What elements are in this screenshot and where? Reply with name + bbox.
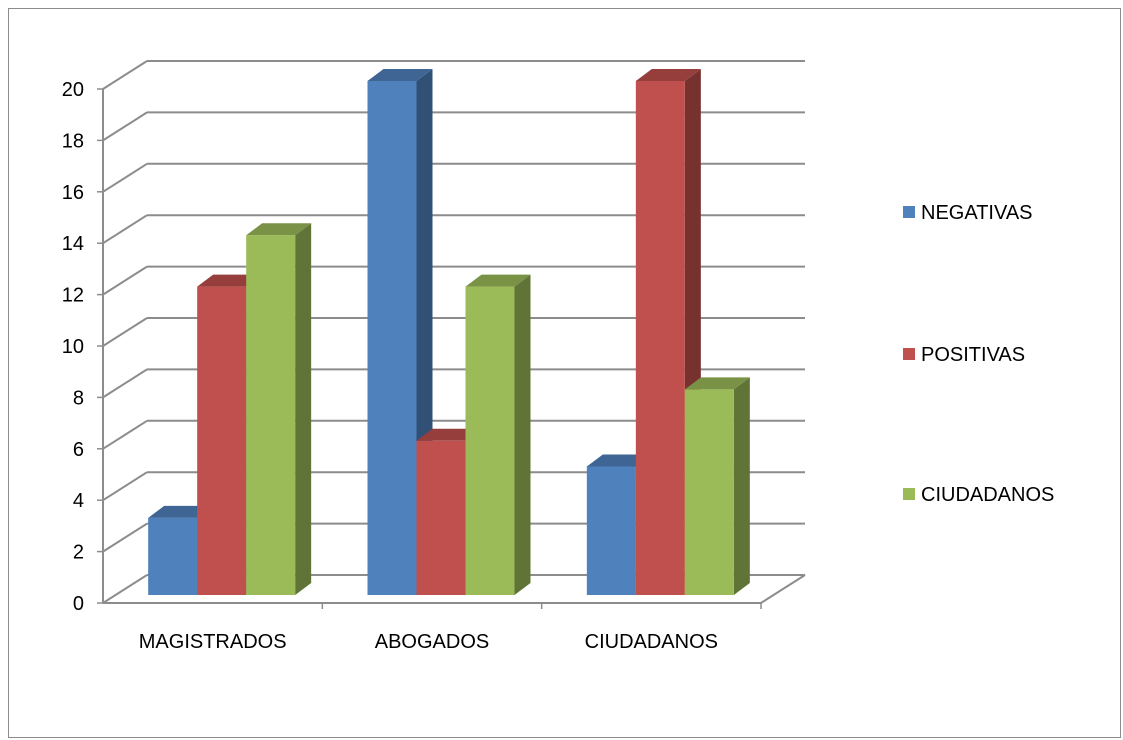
gridline-diagonal xyxy=(102,522,148,553)
legend-swatch xyxy=(903,206,915,218)
gridline-diagonal xyxy=(102,368,148,399)
y-tick-label: 12 xyxy=(62,285,84,307)
y-tick-label: 16 xyxy=(62,182,84,204)
legend: NEGATIVAS POSITIVAS CIUDADANOS xyxy=(903,202,1054,506)
legend-swatch xyxy=(903,348,915,360)
bar xyxy=(416,440,466,595)
bar-top xyxy=(586,454,652,467)
y-tick-label: 18 xyxy=(62,130,84,152)
bar xyxy=(148,517,198,595)
bar-top xyxy=(635,69,701,81)
bar xyxy=(246,235,296,595)
bar-top xyxy=(197,274,263,287)
y-tick-label: 10 xyxy=(62,336,84,358)
bar-top xyxy=(246,223,312,236)
bar-side xyxy=(733,377,750,595)
bar xyxy=(586,466,636,595)
bar xyxy=(465,286,515,595)
bar-top xyxy=(416,428,482,441)
x-tick-label: ABOGADOS xyxy=(375,631,489,653)
gridline-diagonal xyxy=(102,471,148,502)
gridline-diagonal xyxy=(102,419,148,450)
bar-top xyxy=(684,377,750,390)
y-tick-label: 2 xyxy=(73,542,84,564)
gridline-diagonal xyxy=(102,265,148,296)
y-tick-label: 20 xyxy=(62,79,84,101)
gridline-diagonal xyxy=(102,214,148,245)
x-axis-labels: MAGISTRADOS ABOGADOS CIUDADANOS xyxy=(139,631,718,653)
y-axis-ticks: 0 2 4 6 8 10 12 14 16 18 20 xyxy=(62,79,84,615)
y-tick-label: 6 xyxy=(73,439,84,461)
bar xyxy=(197,286,247,595)
y-tick-label: 14 xyxy=(62,233,84,255)
bar xyxy=(635,81,685,595)
x-tick-label: CIUDADANOS xyxy=(585,631,718,653)
gridline-diagonal xyxy=(102,317,148,347)
bar-top xyxy=(148,505,214,518)
legend-label: CIUDADANOS xyxy=(921,484,1054,506)
bar-top xyxy=(465,274,531,287)
bar xyxy=(367,81,417,595)
bar xyxy=(684,389,734,595)
bar-side xyxy=(295,223,312,595)
chart-frame xyxy=(8,8,1121,738)
gridline-diagonal xyxy=(102,111,148,142)
gridline-diagonal xyxy=(102,162,148,193)
legend-swatch xyxy=(903,488,915,500)
legend-label: NEGATIVAS xyxy=(921,202,1033,224)
legend-label: POSITIVAS xyxy=(921,344,1025,366)
x-tick-label: MAGISTRADOS xyxy=(139,631,287,653)
axes xyxy=(97,88,806,609)
gridline-diagonal xyxy=(102,574,148,604)
gridline-diagonal xyxy=(102,60,148,90)
y-tick-label: 4 xyxy=(73,490,84,512)
floor-edge xyxy=(760,574,806,604)
bars xyxy=(148,69,750,595)
bar-side xyxy=(514,274,531,595)
bar-top xyxy=(367,69,433,81)
y-tick-label: 0 xyxy=(73,593,84,615)
y-tick-label: 8 xyxy=(73,387,84,409)
